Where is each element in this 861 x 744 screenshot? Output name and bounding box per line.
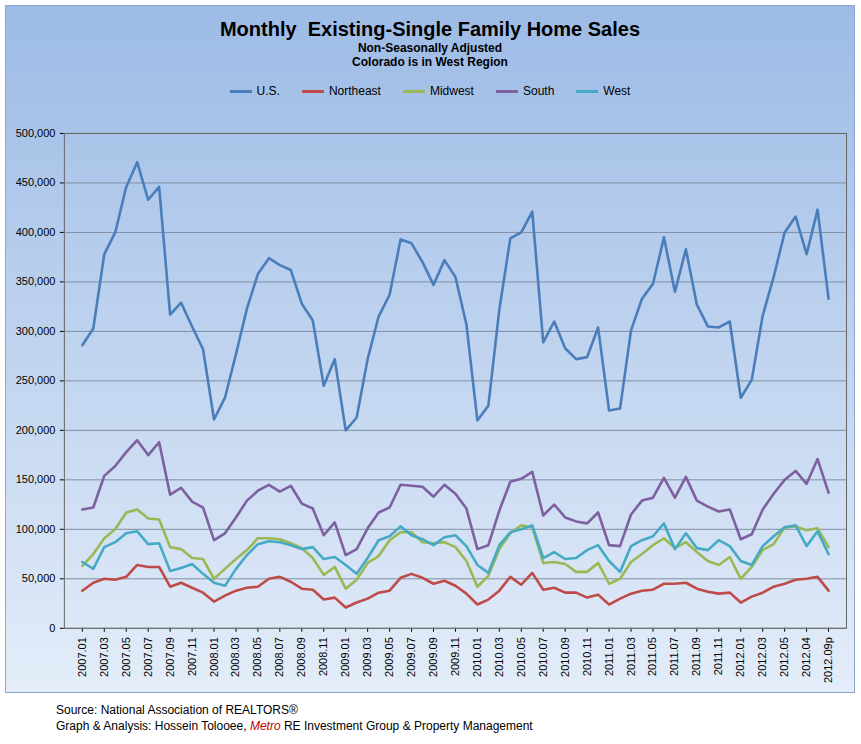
svg-text:2007.11: 2007.11 bbox=[186, 637, 198, 676]
svg-text:50,000: 50,000 bbox=[22, 572, 56, 584]
svg-text:2010.03: 2010.03 bbox=[493, 637, 505, 677]
svg-text:2009.11: 2009.11 bbox=[449, 637, 461, 676]
svg-text:2011.01: 2011.01 bbox=[603, 637, 615, 676]
html-text:Graph & Analysis: Hossein Tolo: Graph & Analysis: Hossein Tolooee, Metro… bbox=[56, 719, 533, 733]
svg-text:2008.07: 2008.07 bbox=[273, 637, 285, 677]
svg-text:450,000: 450,000 bbox=[16, 176, 56, 188]
svg-text:200,000: 200,000 bbox=[16, 424, 56, 436]
svg-text:2012.01: 2012.01 bbox=[734, 637, 746, 677]
svg-text:2007.01: 2007.01 bbox=[76, 637, 88, 677]
svg-text:400,000: 400,000 bbox=[16, 226, 56, 238]
svg-text:2007.03: 2007.03 bbox=[98, 637, 110, 677]
svg-text:0: 0 bbox=[49, 622, 55, 634]
svg-text:2010.09: 2010.09 bbox=[559, 637, 571, 677]
svg-text:2008.09: 2008.09 bbox=[295, 637, 307, 677]
html-text:Monthly Existing-Single Family: Monthly Existing-Single Family Home Sale… bbox=[220, 18, 640, 40]
svg-text:2009.05: 2009.05 bbox=[383, 637, 395, 677]
svg-text:100,000: 100,000 bbox=[16, 523, 56, 535]
svg-text:2009.07: 2009.07 bbox=[405, 637, 417, 677]
svg-text:2011.09: 2011.09 bbox=[690, 637, 702, 676]
svg-text:500,000: 500,000 bbox=[16, 127, 56, 139]
svg-text:2011.11: 2011.11 bbox=[712, 637, 724, 675]
svg-text:2012.04: 2012.04 bbox=[800, 637, 812, 677]
svg-text:2011.07: 2011.07 bbox=[668, 637, 680, 676]
html-text:Northeast: Northeast bbox=[328, 84, 381, 98]
svg-text:2008.11: 2008.11 bbox=[317, 637, 329, 676]
html-text:South: South bbox=[523, 84, 555, 98]
html-text:Midwest: Midwest bbox=[429, 84, 474, 98]
svg-text:2010.01: 2010.01 bbox=[471, 637, 483, 677]
svg-text:2007.05: 2007.05 bbox=[120, 637, 132, 677]
html-text:Source: National Association o: Source: National Association of REALTORS… bbox=[56, 703, 298, 717]
svg-text:2009.09: 2009.09 bbox=[427, 637, 439, 677]
svg-text:2007.09: 2007.09 bbox=[164, 637, 176, 677]
svg-text:2008.01: 2008.01 bbox=[208, 637, 220, 677]
svg-text:250,000: 250,000 bbox=[16, 374, 56, 386]
svg-text:2011.03: 2011.03 bbox=[625, 637, 637, 676]
html-text:West: West bbox=[603, 84, 631, 98]
svg-text:2009.01: 2009.01 bbox=[339, 637, 351, 677]
html-text:Colorado is in West Region: Colorado is in West Region bbox=[352, 55, 508, 69]
svg-text:2012.05: 2012.05 bbox=[778, 637, 790, 677]
svg-text:2011.05: 2011.05 bbox=[646, 637, 658, 676]
svg-text:300,000: 300,000 bbox=[16, 325, 56, 337]
svg-text:2012.03: 2012.03 bbox=[756, 637, 768, 677]
svg-text:2010.11: 2010.11 bbox=[581, 637, 593, 676]
svg-text:2009.03: 2009.03 bbox=[361, 637, 373, 677]
svg-text:2010.05: 2010.05 bbox=[515, 637, 527, 677]
html-text:U.S.: U.S. bbox=[256, 84, 280, 98]
svg-text:2008.03: 2008.03 bbox=[229, 637, 241, 677]
svg-text:2007.07: 2007.07 bbox=[142, 637, 154, 677]
html-text:Non-Seasonally Adjusted: Non-Seasonally Adjusted bbox=[357, 41, 503, 55]
svg-text:2008.05: 2008.05 bbox=[251, 637, 263, 677]
svg-text:150,000: 150,000 bbox=[16, 473, 56, 485]
svg-text:2012.09p: 2012.09p bbox=[822, 637, 834, 683]
svg-text:2010.07: 2010.07 bbox=[537, 637, 549, 677]
svg-text:350,000: 350,000 bbox=[16, 275, 56, 287]
